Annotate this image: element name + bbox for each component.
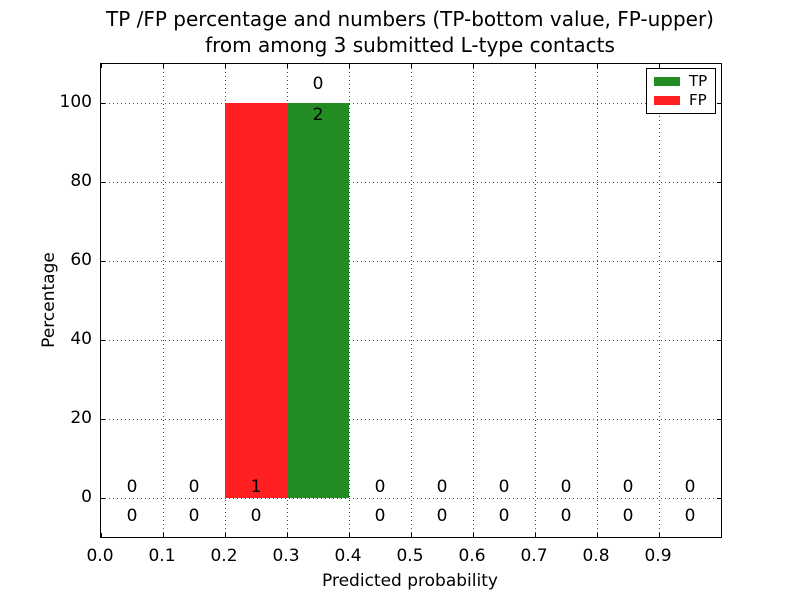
annotation-upper: 0 bbox=[126, 476, 138, 497]
y-tick-label: 0 bbox=[81, 486, 92, 507]
x-tick-mark-top bbox=[349, 64, 350, 68]
x-tick-label: 0.5 bbox=[396, 546, 424, 566]
x-tick-mark-top bbox=[225, 64, 226, 68]
annotation-upper: 0 bbox=[622, 476, 634, 497]
x-tick-mark-top bbox=[659, 64, 660, 68]
y-tick-mark-right bbox=[717, 182, 721, 184]
annotation-lower: 0 bbox=[498, 505, 510, 526]
annotation-upper: 0 bbox=[684, 476, 696, 497]
x-tick-mark-top bbox=[535, 64, 536, 68]
x-axis-label: Predicted probability bbox=[322, 571, 498, 591]
legend-swatch-fp bbox=[654, 96, 680, 106]
y-tick-mark-right bbox=[717, 103, 721, 105]
y-tick-mark-right bbox=[717, 418, 721, 420]
gridline-vertical bbox=[163, 64, 164, 537]
y-tick-mark bbox=[101, 339, 105, 341]
gridline-horizontal bbox=[101, 339, 721, 341]
x-tick-mark bbox=[101, 533, 102, 537]
y-tick-mark bbox=[101, 182, 105, 184]
x-tick-label: 0.7 bbox=[520, 546, 548, 566]
x-tick-mark-top bbox=[411, 64, 412, 68]
x-tick-label: 0.4 bbox=[334, 546, 362, 566]
chart-title: TP /FP percentage and numbers (TP-bottom… bbox=[100, 6, 720, 58]
gridline-vertical bbox=[411, 64, 412, 537]
y-tick-mark bbox=[101, 497, 105, 499]
annotation-upper: 0 bbox=[498, 476, 510, 497]
plot-area: 0 0 0 0 1 0 0 2 0 0 0 0 0 0 0 0 0 0 0 0 bbox=[100, 63, 722, 538]
x-tick-mark-top bbox=[101, 64, 102, 68]
y-tick-mark bbox=[101, 261, 105, 263]
annotation-upper: 0 bbox=[374, 476, 386, 497]
x-tick-mark bbox=[473, 533, 474, 537]
annotation-upper: 0 bbox=[188, 476, 200, 497]
y-tick-mark-right bbox=[717, 339, 721, 341]
x-tick-mark-top bbox=[163, 64, 164, 68]
y-tick-mark-right bbox=[717, 261, 721, 263]
gridline-horizontal bbox=[101, 261, 721, 263]
x-tick-mark bbox=[225, 533, 226, 537]
annotation-lower: 0 bbox=[126, 505, 138, 526]
gridline-vertical bbox=[659, 64, 660, 537]
x-tick-mark bbox=[287, 533, 288, 537]
y-tick-mark-right bbox=[717, 497, 721, 499]
annotation-lower: 0 bbox=[188, 505, 200, 526]
x-tick-mark-top bbox=[287, 64, 288, 68]
gridline-horizontal bbox=[101, 497, 721, 499]
gridline-vertical bbox=[349, 64, 350, 537]
annotation-lower: 0 bbox=[622, 505, 634, 526]
y-tick-label: 40 bbox=[70, 328, 92, 349]
gridline-horizontal bbox=[101, 182, 721, 184]
y-tick-label: 20 bbox=[70, 407, 92, 428]
y-tick-mark bbox=[101, 418, 105, 420]
x-tick-mark bbox=[659, 533, 660, 537]
x-tick-label: 0.3 bbox=[272, 546, 300, 566]
annotation-upper: 1 bbox=[250, 476, 262, 497]
annotation-upper: 0 bbox=[560, 476, 572, 497]
y-tick-label: 80 bbox=[70, 171, 92, 192]
legend-swatch-tp bbox=[654, 76, 680, 86]
x-tick-mark bbox=[349, 533, 350, 537]
legend-label-fp: FP bbox=[689, 91, 707, 110]
x-tick-label: 0.6 bbox=[458, 546, 486, 566]
gridline-vertical bbox=[473, 64, 474, 537]
x-tick-mark bbox=[411, 533, 412, 537]
y-tick-label: 100 bbox=[59, 92, 92, 113]
x-tick-mark-top bbox=[473, 64, 474, 68]
annotation-lower: 2 bbox=[312, 105, 324, 126]
y-tick-mark bbox=[101, 103, 105, 105]
legend: TP FP bbox=[646, 68, 716, 114]
x-tick-mark bbox=[535, 533, 536, 537]
x-tick-mark-top bbox=[597, 64, 598, 68]
legend-item-fp: FP bbox=[654, 93, 715, 108]
chart-title-line2: from among 3 submitted L-type contacts bbox=[205, 33, 615, 57]
annotation-lower: 0 bbox=[250, 505, 262, 526]
annotation-lower: 0 bbox=[560, 505, 572, 526]
gridline-vertical bbox=[597, 64, 598, 537]
x-tick-mark bbox=[163, 533, 164, 537]
annotation-lower: 0 bbox=[684, 505, 696, 526]
bar-tp bbox=[287, 103, 349, 498]
legend-label-tp: TP bbox=[689, 71, 708, 90]
annotation-upper: 0 bbox=[436, 476, 448, 497]
legend-item-tp: TP bbox=[654, 71, 715, 90]
gridline-vertical bbox=[535, 64, 536, 537]
x-tick-label: 0.8 bbox=[582, 546, 610, 566]
x-tick-label: 0.1 bbox=[148, 546, 176, 566]
chart-title-line1: TP /FP percentage and numbers (TP-bottom… bbox=[106, 7, 714, 31]
annotation-lower: 0 bbox=[436, 505, 448, 526]
gridline-horizontal bbox=[101, 418, 721, 420]
x-tick-label: 0.2 bbox=[210, 546, 238, 566]
bar-fp bbox=[225, 103, 287, 498]
annotation-lower: 0 bbox=[374, 505, 386, 526]
y-tick-label: 60 bbox=[70, 250, 92, 271]
gridline-horizontal bbox=[101, 103, 721, 105]
annotation-upper: 0 bbox=[312, 74, 324, 95]
x-tick-label: 0.9 bbox=[644, 546, 672, 566]
x-tick-mark bbox=[597, 533, 598, 537]
x-tick-label: 0.0 bbox=[86, 546, 114, 566]
